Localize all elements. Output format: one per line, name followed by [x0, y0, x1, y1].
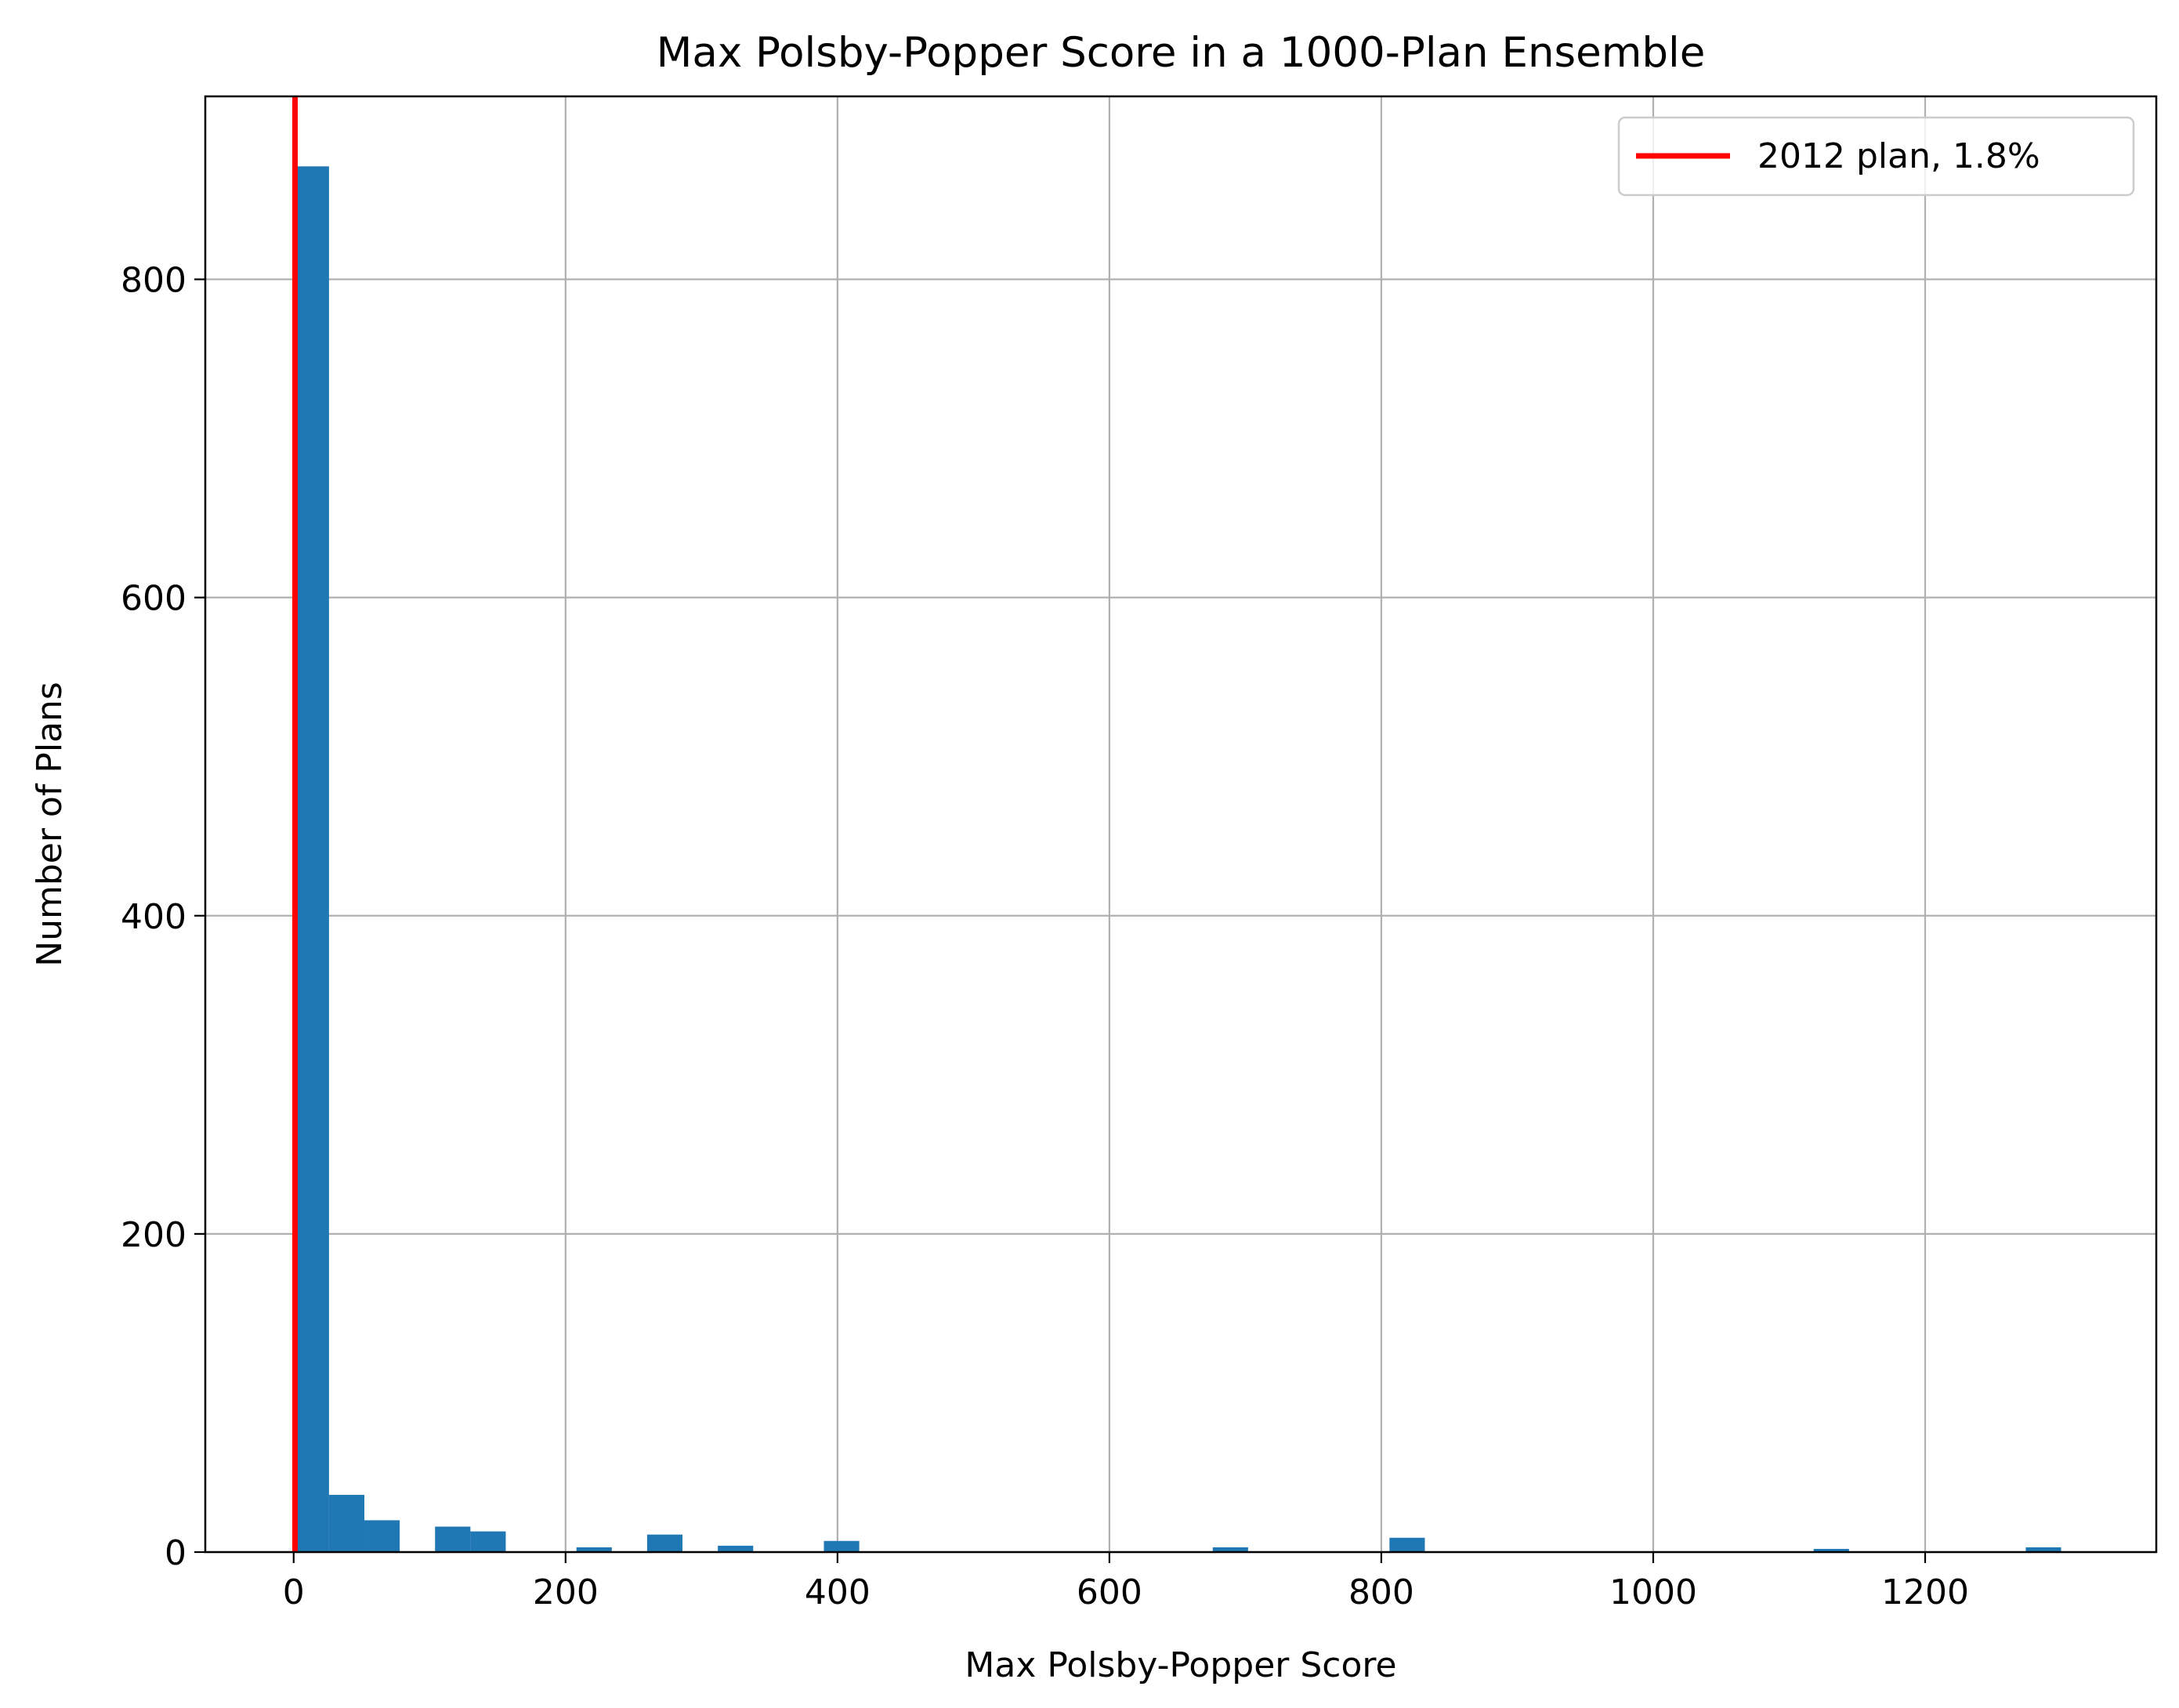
histogram-bar [293, 166, 329, 1553]
x-axis-ticks: 0 200 400 600 800 1000 1200 [283, 1552, 1969, 1612]
x-tick-label: 0 [283, 1572, 305, 1612]
histogram-bar [364, 1520, 400, 1552]
y-tick-label: 0 [165, 1533, 186, 1573]
legend: 2012 plan, 1.8% [1617, 116, 2135, 197]
plot-area-background [205, 96, 2156, 1552]
histogram-bar [328, 1494, 365, 1552]
histogram-bar [1212, 1547, 1248, 1552]
plot-frame [204, 95, 2158, 1554]
histogram-bar [646, 1534, 683, 1552]
x-tick-label: 800 [1348, 1572, 1414, 1612]
x-tick-label: 1200 [1881, 1572, 1969, 1612]
y-tick-label: 600 [121, 579, 186, 619]
y-axis-ticks: 0 200 400 600 800 [121, 261, 205, 1573]
x-tick-label: 200 [533, 1572, 599, 1612]
y-axis-label: Number of Plans [30, 682, 70, 967]
y-tick-label: 200 [121, 1215, 186, 1255]
y-tick-label: 800 [121, 261, 186, 301]
histogram-bars [293, 166, 2061, 1553]
histogram-bar [435, 1526, 471, 1552]
x-axis-label: Max Polsby-Popper Score [965, 1645, 1396, 1685]
x-tick-label: 1000 [1609, 1572, 1697, 1612]
histogram-bar [1813, 1548, 1849, 1552]
histogram-bar [576, 1547, 612, 1552]
x-tick-label: 400 [805, 1572, 871, 1612]
histogram-bar [2025, 1547, 2061, 1552]
histogram-bar [718, 1545, 754, 1552]
y-tick-label: 400 [121, 897, 186, 937]
legend-box [1617, 116, 2135, 197]
chart-title: Max Polsby-Popper Score in a 1000-Plan E… [657, 29, 1706, 77]
x-tick-label: 600 [1077, 1572, 1142, 1612]
histogram-bar [823, 1540, 860, 1552]
legend-label-2012-plan: 2012 plan, 1.8% [1757, 136, 2040, 176]
histogram-bar [470, 1531, 506, 1552]
histogram-bar [1389, 1537, 1425, 1552]
